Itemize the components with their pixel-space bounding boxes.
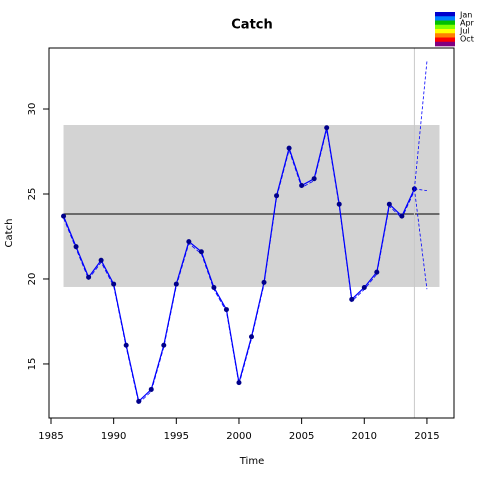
forecast-line (414, 188, 428, 290)
data-point (299, 182, 305, 188)
legend-color (435, 37, 455, 43)
data-point (223, 307, 229, 313)
y-tick-label: 30 (27, 103, 38, 116)
data-point (148, 386, 154, 392)
x-tick-label: 2005 (289, 431, 314, 442)
x-tick-label: 2010 (352, 431, 377, 442)
legend-color (435, 24, 455, 30)
x-axis-label: Time (239, 456, 264, 467)
data-point (61, 213, 67, 219)
data-point (236, 380, 242, 386)
legend-label: Jul (459, 27, 470, 36)
data-point (311, 176, 317, 182)
x-tick-label: 2015 (414, 431, 439, 442)
data-point (123, 342, 129, 348)
y-tick-label: 20 (27, 273, 38, 286)
data-point (374, 269, 380, 275)
legend-color (435, 33, 455, 38)
legend-label: Jan (459, 11, 472, 20)
data-point (211, 284, 217, 290)
data-point (361, 284, 367, 290)
legend-color (435, 29, 455, 34)
data-point (98, 257, 104, 263)
legend-color (435, 16, 455, 21)
x-tick-label: 1985 (38, 431, 63, 442)
data-point (336, 201, 342, 207)
data-point (136, 398, 142, 404)
y-tick-label: 25 (27, 188, 38, 201)
legend-color (435, 41, 455, 47)
data-point (324, 125, 330, 131)
data-point (261, 279, 267, 285)
range-band (63, 124, 440, 287)
chart-title: Catch (231, 18, 273, 33)
legend-label: Oct (460, 35, 474, 44)
data-point (399, 213, 405, 219)
legend-label: Apr (460, 19, 475, 28)
data-point (73, 244, 79, 250)
data-point (186, 239, 192, 245)
legend-color (435, 12, 455, 17)
y-axis-label: Catch (4, 219, 15, 248)
data-point (161, 342, 167, 348)
plot-frame (48, 47, 455, 419)
x-tick-label: 1990 (101, 431, 126, 442)
x-tick-label: 1995 (164, 431, 189, 442)
data-point (349, 296, 355, 302)
data-point (286, 145, 292, 151)
series-line-dashed (63, 129, 415, 405)
data-point (249, 334, 254, 340)
y-tick-label: 15 (27, 358, 38, 371)
x-tick-label: 2000 (226, 431, 251, 442)
data-point (198, 249, 204, 255)
data-point (274, 193, 280, 199)
data-point (173, 281, 179, 287)
forecast-line (414, 188, 427, 191)
data-point (111, 281, 117, 287)
forecast-line (414, 61, 428, 189)
legend-color (435, 20, 455, 26)
data-point (386, 201, 392, 207)
data-point (86, 274, 92, 280)
